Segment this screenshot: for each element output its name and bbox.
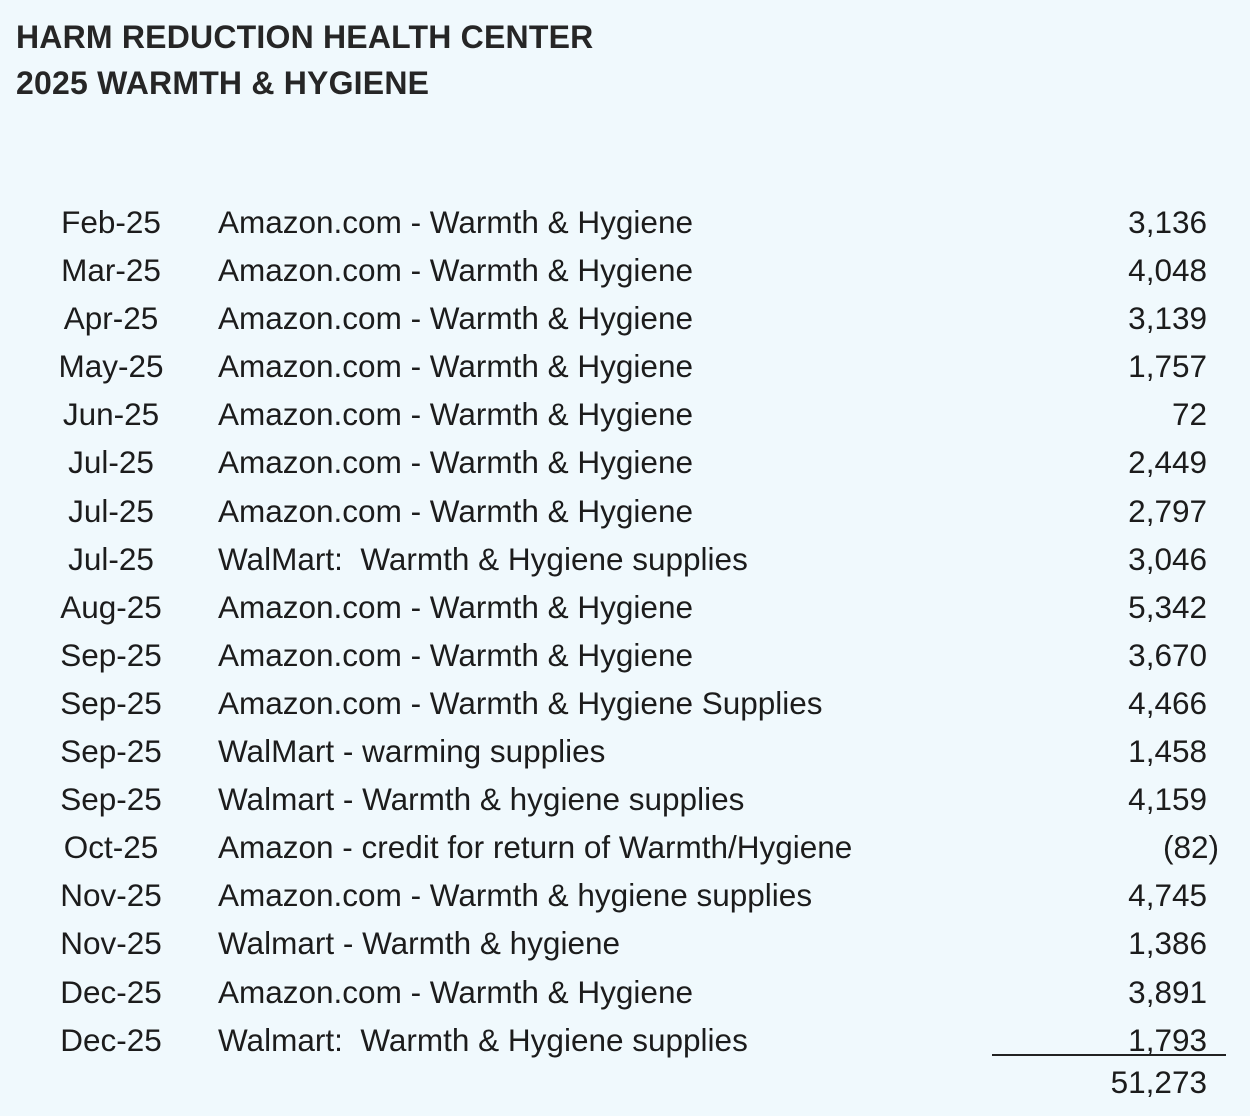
entry-amount: 1,386 [1128, 925, 1207, 962]
ledger-row: Sep-25 Amazon.com - Warmth & Hygiene 3,670 [0, 631, 1250, 679]
entry-description: Amazon - credit for return of Warmth/Hyg… [218, 829, 853, 866]
entry-date: Dec-25 [60, 1021, 162, 1058]
entry-amount: 3,139 [1128, 300, 1207, 337]
entry-description: Amazon.com - Warmth & Hygiene [218, 973, 693, 1010]
entry-date: Sep-25 [60, 781, 162, 818]
ledger-row: Aug-25 Amazon.com - Warmth & Hygiene 5,342 [0, 583, 1250, 631]
entry-date: Sep-25 [60, 684, 162, 721]
entry-description: Amazon.com - Warmth & Hygiene [218, 252, 693, 289]
ledger-row: Nov-25 Amazon.com - Warmth & hygiene supp… [0, 871, 1250, 919]
entry-amount: 4,159 [1128, 781, 1207, 818]
entry-date: Apr-25 [63, 300, 159, 337]
entry-description: Amazon.com - Warmth & Hygiene [218, 396, 693, 433]
entry-amount: 2,797 [1128, 492, 1207, 529]
ledger-row: May-25 Amazon.com - Warmth & Hygiene 1,757 [0, 342, 1250, 390]
entry-description: Amazon.com - Warmth & Hygiene Supplies [218, 684, 823, 721]
organization-name: HARM REDUCTION HEALTH CENTER [16, 19, 594, 55]
entry-amount: 3,891 [1128, 973, 1207, 1010]
entry-date: Jul-25 [68, 444, 154, 481]
entry-amount: 4,048 [1128, 252, 1207, 289]
entry-date: Feb-25 [61, 204, 161, 240]
ledger-row: Sep-25 WalMart - warming supplies 1,458 [0, 727, 1250, 775]
entry-date: Aug-25 [60, 588, 162, 625]
entry-amount: 1,757 [1128, 348, 1207, 385]
entry-date: May-25 [58, 348, 164, 385]
entry-description: Amazon.com - Warmth & Hygiene [218, 300, 693, 337]
document-header: HARM REDUCTION HEALTH CENTER 2025 WARMTH… [16, 14, 593, 106]
ledger-row: Jul-25 WalMart: Warmth & Hygiene supplies… [0, 535, 1250, 583]
ledger-row: Mar-25 Amazon.com - Warmth & Hygiene 4,048 [0, 246, 1250, 294]
ledger-row: Feb-25 Amazon.com - Warmth & Hygiene 3,136 [0, 198, 1250, 246]
entry-amount: 3,670 [1128, 636, 1207, 673]
entry-amount: 1,458 [1128, 733, 1207, 770]
entry-date: Nov-25 [60, 925, 162, 962]
entry-amount: 72 [1171, 396, 1207, 433]
entry-amount: 4,745 [1128, 877, 1207, 914]
entry-description: Walmart - Warmth & hygiene [218, 925, 621, 962]
ledger-row: Sep-25 Amazon.com - Warmth & Hygiene Supp… [0, 679, 1250, 727]
entry-amount: 5,342 [1128, 588, 1207, 625]
entry-amount: 3,136 [1128, 204, 1207, 240]
entry-amount: 3,046 [1128, 540, 1207, 577]
entry-description: Amazon.com - Warmth & Hygiene [218, 204, 693, 240]
ledger-row: Sep-25 Walmart - Warmth & hygiene supplie… [0, 775, 1250, 823]
entry-description: Amazon.com - Warmth & Hygiene [218, 348, 693, 385]
ledger-row: Dec-25 Amazon.com - Warmth & Hygiene 3,891 [0, 968, 1250, 1016]
expense-ledger: Feb-25 Amazon.com - Warmth & Hygiene 3,136… [0, 198, 1250, 1064]
report-title: 2025 WARMTH & HYGIENE [16, 65, 430, 101]
entry-date: Sep-25 [60, 636, 162, 673]
entry-description: WalMart - warming supplies [218, 733, 606, 770]
entry-amount: (82) [1162, 829, 1219, 866]
entry-description: Amazon.com - Warmth & Hygiene [218, 588, 693, 625]
entry-date: Jul-25 [68, 540, 154, 577]
total-underline [992, 1054, 1226, 1056]
ledger-row: Dec-25 Walmart: Warmth & Hygiene supplies… [0, 1016, 1250, 1064]
entry-amount: 2,449 [1128, 444, 1207, 481]
entry-date: Oct-25 [63, 829, 159, 866]
entry-amount: 4,466 [1128, 684, 1207, 721]
ledger-row: Jul-25 Amazon.com - Warmth & Hygiene 2,797 [0, 487, 1250, 535]
ledger-row: Jun-25 Amazon.com - Warmth & Hygiene 72 [0, 390, 1250, 438]
entry-date: Dec-25 [60, 973, 162, 1010]
entry-description: Amazon.com - Warmth & Hygiene [218, 492, 693, 529]
ledger-row: Nov-25 Walmart - Warmth & hygiene 1,386 [0, 919, 1250, 967]
ledger-row: Oct-25 Amazon - credit for return of Warm… [0, 823, 1250, 871]
ledger-row: Apr-25 Amazon.com - Warmth & Hygiene 3,139 [0, 294, 1250, 342]
entry-date: Jun-25 [62, 396, 160, 433]
entry-description: Walmart - Warmth & hygiene supplies [218, 781, 745, 818]
entry-date: Mar-25 [61, 252, 161, 289]
entry-description: Walmart: Warmth & Hygiene supplies [218, 1021, 748, 1058]
grand-total: 51,273 [1110, 1064, 1207, 1100]
entry-description: Amazon.com - Warmth & Hygiene [218, 636, 693, 673]
entry-date: Nov-25 [60, 877, 162, 914]
entry-description: Amazon.com - Warmth & Hygiene [218, 444, 693, 481]
entry-date: Jul-25 [68, 492, 154, 529]
ledger-row: Jul-25 Amazon.com - Warmth & Hygiene 2,449 [0, 438, 1250, 486]
entry-amount: 1,793 [1128, 1021, 1207, 1058]
entry-description: WalMart: Warmth & Hygiene supplies [218, 540, 748, 577]
entry-description: Amazon.com - Warmth & hygiene supplies [218, 877, 813, 914]
entry-date: Sep-25 [60, 733, 162, 770]
